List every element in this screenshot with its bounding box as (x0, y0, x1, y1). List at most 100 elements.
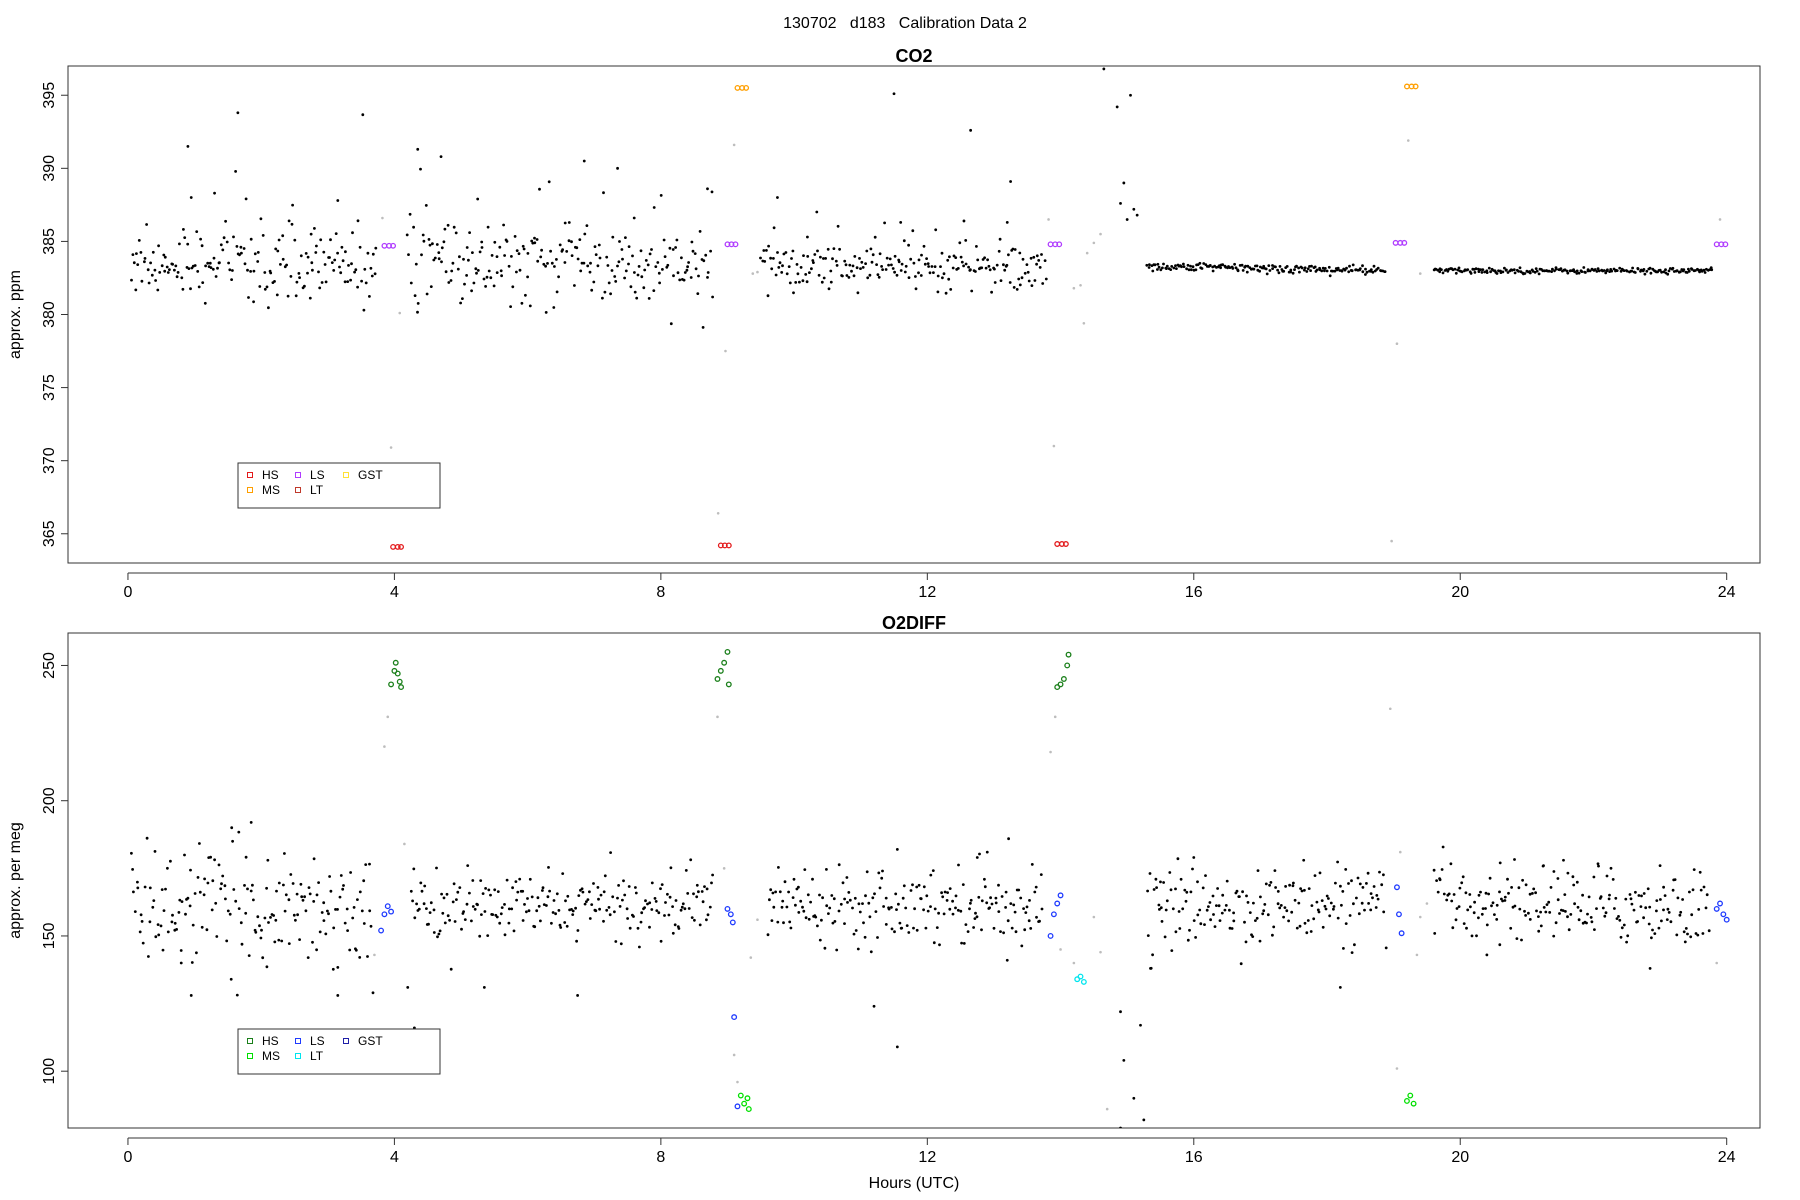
ambient-point (478, 250, 482, 254)
ambient-point (189, 994, 193, 997)
ambient-point (647, 297, 651, 300)
x-tick-label: 24 (1718, 584, 1736, 601)
ambient-point (1165, 899, 1169, 903)
ambient-point (848, 898, 852, 902)
ambient-point (1139, 1023, 1142, 1027)
ambient-point (1539, 910, 1542, 914)
ambient-point (678, 278, 682, 282)
ambient-point (1341, 890, 1345, 893)
ambient-point (140, 279, 144, 283)
ambient-point (1295, 264, 1298, 268)
ambient-point (336, 994, 340, 997)
ambient-point (200, 244, 204, 248)
ambient-point (624, 269, 628, 273)
ambient-point (1548, 911, 1552, 914)
ambient-point (902, 884, 906, 888)
ambient-point (1023, 928, 1027, 932)
ambient-point (951, 912, 955, 916)
ambient-point (614, 940, 618, 943)
ambient-point (1681, 898, 1684, 901)
ambient-point (772, 905, 776, 909)
ambient-point (893, 930, 896, 934)
ambient-point (644, 899, 647, 903)
ambient-point (975, 915, 979, 919)
ambient-point (490, 254, 494, 257)
ambient-point (1207, 905, 1210, 908)
ambient-point (1563, 893, 1567, 896)
ambient-point (911, 229, 915, 233)
ambient-point (364, 281, 368, 285)
ambient-point (198, 842, 201, 845)
ambient-point (1537, 272, 1541, 276)
ambient-point (845, 876, 849, 879)
ambient-point (242, 247, 246, 250)
ambient-point (1675, 933, 1679, 937)
ambient-point (1484, 907, 1487, 910)
ambient-point (435, 866, 438, 870)
ambient-point (669, 322, 673, 326)
ambient-point (505, 878, 509, 882)
ambient-point (820, 280, 824, 284)
ambient-point (890, 263, 893, 267)
ambient-point (1703, 271, 1707, 274)
ambient-point (912, 261, 916, 265)
ambient-point (407, 253, 410, 256)
ambient-point (1154, 877, 1158, 881)
ambient-point (1235, 889, 1239, 893)
ambient-point (1650, 936, 1653, 940)
ambient-point (1528, 271, 1532, 275)
ambient-point (608, 913, 612, 917)
ambient-point (1363, 908, 1366, 912)
ambient-point (706, 187, 709, 191)
ambient-point (1348, 264, 1351, 268)
ambient-point (263, 916, 267, 920)
ambient-point (354, 948, 358, 952)
ambient-point (239, 245, 243, 249)
ambient-point (1534, 267, 1538, 270)
ambient-point (428, 911, 432, 914)
series-point-ls (1047, 241, 1054, 248)
ambient-point (999, 930, 1002, 933)
ambient-point (306, 956, 310, 959)
ambient-point (776, 920, 780, 924)
ambient-point (1182, 262, 1185, 266)
ambient-point (711, 873, 714, 877)
ambient-point (1327, 265, 1331, 269)
ambient-point (1188, 928, 1191, 932)
ambient-point (1684, 927, 1688, 930)
ambient-point (846, 901, 849, 904)
ambient-point (301, 898, 305, 902)
y-tick-label: 365 (41, 520, 58, 547)
ambient-point (246, 887, 249, 891)
ambient-point (865, 870, 869, 874)
ambient-point (1556, 877, 1560, 880)
ambient-point (492, 284, 496, 288)
ambient-point (555, 892, 559, 896)
ambient-point (860, 260, 864, 264)
ambient-point (1125, 218, 1129, 221)
ambient-point (1597, 269, 1601, 273)
ambient-point (617, 884, 620, 887)
ambient-point (676, 271, 680, 275)
ambient-point (1376, 897, 1380, 901)
ambient-point (980, 928, 983, 932)
ambient-point (973, 917, 977, 920)
ambient-point (1597, 864, 1600, 868)
ambient-point (959, 909, 963, 913)
ambient-point (874, 910, 878, 913)
ambient-point (231, 269, 234, 272)
ambient-point (1440, 868, 1444, 871)
ambient-point (1665, 918, 1669, 921)
ambient-point (554, 912, 557, 916)
ambient-point (1438, 270, 1442, 274)
flush-point (722, 867, 726, 870)
ambient-point (1521, 878, 1524, 882)
ambient-point (1676, 896, 1680, 900)
ambient-point (1338, 985, 1342, 989)
ambient-point (369, 266, 373, 270)
ambient-point (329, 238, 332, 242)
ambient-point (416, 310, 419, 314)
ambient-point (159, 924, 163, 928)
ambient-point (230, 278, 234, 281)
ambient-point (1460, 881, 1464, 885)
